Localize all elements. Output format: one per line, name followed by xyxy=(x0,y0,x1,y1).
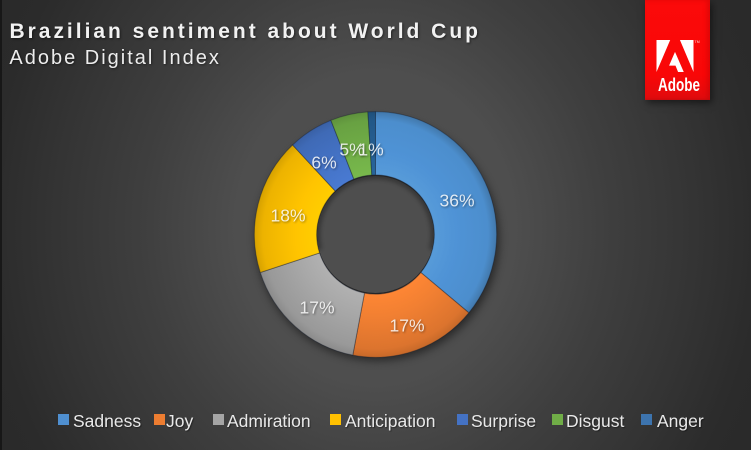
svg-text:TM: TM xyxy=(695,40,700,44)
